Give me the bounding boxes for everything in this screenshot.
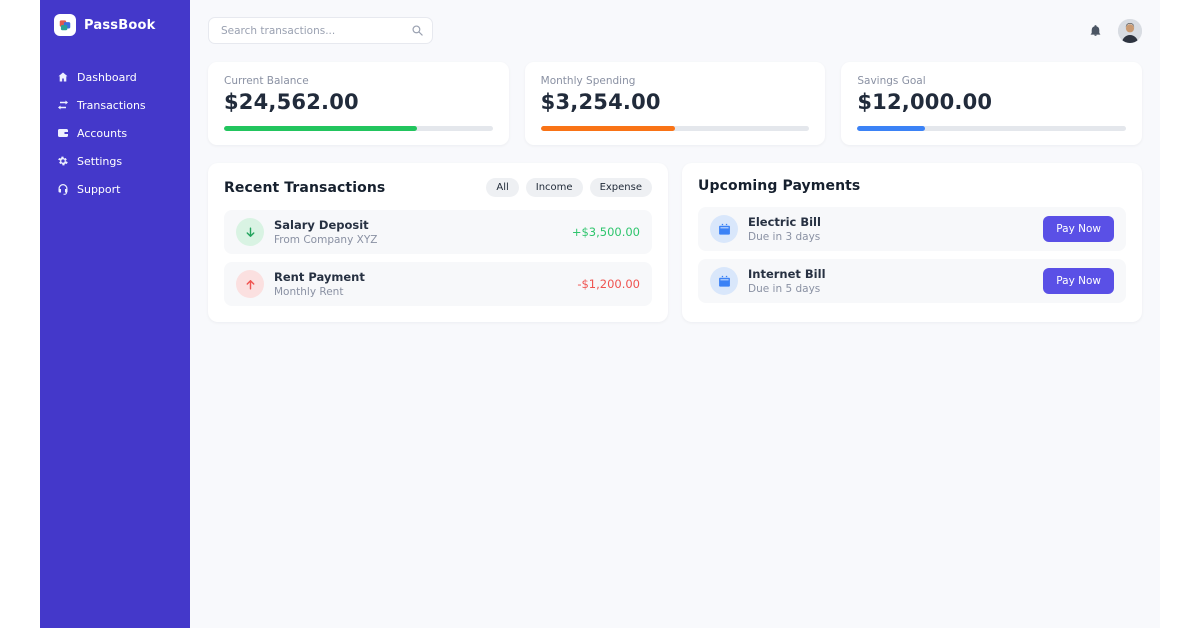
stat-card-current-balance: Current Balance $24,562.00 [208, 62, 509, 145]
payment-row[interactable]: Internet Bill Due in 5 days Pay Now [698, 259, 1126, 303]
exchange-icon [56, 99, 69, 112]
income-arrow-icon [236, 218, 264, 246]
payment-text: Electric Bill Due in 3 days [748, 215, 1033, 243]
home-icon [56, 71, 69, 84]
sidebar-item-dashboard[interactable]: Dashboard [40, 63, 190, 91]
spending-progress-fill [540, 126, 675, 131]
passbook-logo-icon [54, 14, 76, 36]
stat-value: $12,000.00 [857, 90, 993, 114]
transaction-filters: All Income Expense [486, 178, 652, 197]
transaction-title: Salary Deposit [274, 218, 369, 232]
sidebar-item-label: Transactions [77, 98, 146, 112]
sidebar-item-support[interactable]: Support [40, 175, 190, 203]
payment-text: Internet Bill Due in 5 days [748, 267, 1033, 295]
stat-label: Current Balance [224, 75, 309, 87]
payment-row[interactable]: Electric Bill Due in 3 days Pay Now [698, 207, 1126, 251]
app-window: PassBook Dashboard Transactions Accounts [40, 0, 1160, 628]
upcoming-payments-panel: Upcoming Payments Electric Bill Due in 3… [682, 163, 1142, 322]
transaction-row[interactable]: Rent Payment Monthly Rent -$1,200.00 [224, 262, 652, 306]
payment-title: Internet Bill [748, 267, 826, 281]
sidebar-item-accounts[interactable]: Accounts [40, 119, 190, 147]
transaction-amount: -$1,200.00 [577, 277, 640, 291]
payment-title: Electric Bill [748, 215, 821, 229]
stat-card-monthly-spending: Monthly Spending $3,254.00 [524, 62, 826, 145]
notification-bell-icon[interactable] [1089, 23, 1102, 38]
transaction-row[interactable]: Salary Deposit From Company XYZ +$3,500.… [224, 210, 652, 254]
expense-arrow-icon [236, 270, 264, 298]
transaction-subtitle: Monthly Rent [274, 286, 344, 298]
search-input[interactable] [208, 17, 433, 44]
topbar [208, 17, 1142, 44]
stat-card-savings-goal: Savings Goal $12,000.00 [841, 62, 1143, 145]
balance-progress-fill [224, 126, 418, 131]
filter-income[interactable]: Income [525, 178, 583, 197]
app-title: PassBook [84, 17, 156, 33]
pay-now-button-internet[interactable]: Pay Now [1043, 268, 1114, 294]
sidebar-nav: Dashboard Transactions Accounts Settings [40, 63, 190, 203]
main-content: Current Balance $24,562.00 Monthly Spend… [190, 0, 1160, 628]
stat-value: $3,254.00 [540, 90, 661, 114]
payment-subtitle: Due in 3 days [748, 231, 821, 243]
transaction-text: Rent Payment Monthly Rent [274, 270, 567, 298]
recent-transactions-panel: Recent Transactions All Income Expense [208, 163, 668, 322]
brand: PassBook [40, 12, 190, 36]
savings-progress-track [857, 126, 1127, 131]
pay-now-button-electric[interactable]: Pay Now [1043, 216, 1114, 242]
search-icon [412, 25, 423, 36]
stat-value: $24,562.00 [224, 90, 359, 114]
sidebar-item-settings[interactable]: Settings [40, 147, 190, 175]
gear-icon [56, 155, 69, 168]
sidebar-item-transactions[interactable]: Transactions [40, 91, 190, 119]
stat-label: Savings Goal [857, 75, 926, 87]
sidebar-item-label: Settings [77, 154, 123, 168]
transaction-amount: +$3,500.00 [571, 225, 640, 239]
filter-expense[interactable]: Expense [589, 178, 652, 197]
user-avatar[interactable] [1118, 18, 1142, 43]
filter-all[interactable]: All [486, 178, 519, 197]
sidebar: PassBook Dashboard Transactions Accounts [40, 0, 190, 628]
savings-progress-fill [857, 126, 925, 131]
balance-progress-track [224, 126, 493, 131]
payments-title: Upcoming Payments [698, 178, 861, 194]
payment-subtitle: Due in 5 days [748, 283, 821, 295]
calendar-icon [710, 215, 738, 243]
search-box [208, 17, 433, 44]
payments-header: Upcoming Payments [698, 178, 1126, 194]
sidebar-item-label: Accounts [77, 126, 128, 140]
transaction-text: Salary Deposit From Company XYZ [274, 218, 562, 246]
wallet-icon [56, 127, 69, 140]
stat-cards: Current Balance $24,562.00 Monthly Spend… [208, 62, 1143, 145]
transactions-title: Recent Transactions [224, 179, 386, 196]
sidebar-item-label: Support [77, 182, 121, 196]
topbar-actions [1089, 18, 1142, 43]
panels: Recent Transactions All Income Expense [208, 163, 1142, 322]
stat-label: Monthly Spending [540, 75, 636, 87]
transaction-subtitle: From Company XYZ [274, 234, 378, 246]
headset-icon [56, 183, 69, 196]
sidebar-item-label: Dashboard [77, 70, 137, 84]
calendar-icon [710, 267, 738, 295]
spending-progress-track [540, 126, 810, 131]
transaction-title: Rent Payment [274, 270, 365, 284]
transactions-header: Recent Transactions All Income Expense [224, 178, 652, 197]
